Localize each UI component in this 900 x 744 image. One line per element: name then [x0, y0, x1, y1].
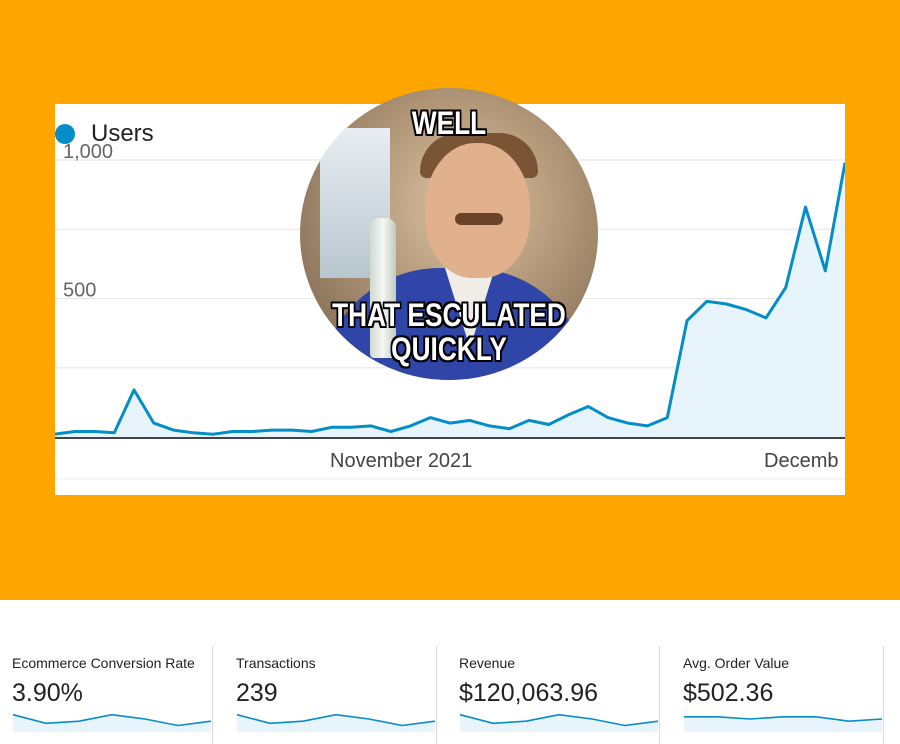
sparkline-line — [684, 716, 883, 723]
x-tick-label: November 2021 — [330, 450, 472, 472]
metric-conversion-rate[interactable]: Ecommerce Conversion Rate 3.90% — [0, 646, 213, 744]
metric-revenue[interactable]: Revenue $120,063.96 — [447, 646, 660, 744]
sparkline-line — [236, 713, 436, 727]
users-area-fill — [55, 162, 845, 438]
metric-sparkline — [459, 713, 659, 732]
metric-sparkline — [236, 713, 436, 732]
metric-label: Avg. Order Value — [683, 655, 790, 671]
meme-face — [425, 143, 530, 278]
meme-bottom-line-2: QUICKLY — [391, 331, 507, 367]
metric-label: Ecommerce Conversion Rate — [12, 655, 195, 671]
users-line-chart: 1,000 500 November 2021 Decemb — [55, 141, 845, 480]
chart-legend: Users — [55, 120, 154, 148]
sparkline-fill — [460, 714, 658, 732]
metric-value: $120,063.96 — [459, 679, 599, 707]
meme-image: WELL THAT ESCULATED QUICKLY — [300, 88, 598, 380]
metric-label: Transactions — [236, 655, 316, 671]
meme-bottom-text: THAT ESCULATED QUICKLY — [327, 298, 571, 366]
legend-dot-icon — [55, 124, 75, 144]
metric-value: 3.90% — [12, 679, 83, 707]
sparkline-fill — [13, 714, 211, 732]
meme-bottom-line-1: THAT ESCULATED — [332, 297, 566, 333]
sparkline-line — [459, 713, 659, 727]
legend-label-users: Users — [91, 120, 154, 147]
y-tick-label: 1,000 — [63, 141, 113, 163]
metric-value: 239 — [236, 679, 278, 707]
sparkline-line — [12, 713, 212, 727]
metric-avg-order-value[interactable]: Avg. Order Value $502.36 — [671, 646, 884, 744]
meme-mustache — [455, 213, 503, 225]
metric-transactions[interactable]: Transactions 239 — [224, 646, 437, 744]
meme-bottle — [370, 218, 396, 358]
metric-sparkline — [684, 716, 883, 732]
sparkline-fill — [237, 714, 435, 732]
metric-sparkline — [12, 713, 212, 732]
metric-value: $502.36 — [683, 679, 774, 707]
ecommerce-metrics-row: Ecommerce Conversion Rate 3.90% Transact… — [0, 636, 900, 744]
x-tick-label: Decemb — [764, 450, 838, 472]
meme-top-text: WELL — [411, 105, 487, 141]
y-tick-label: 500 — [63, 280, 96, 302]
metric-label: Revenue — [459, 655, 516, 671]
sparkline-fill — [684, 716, 882, 732]
